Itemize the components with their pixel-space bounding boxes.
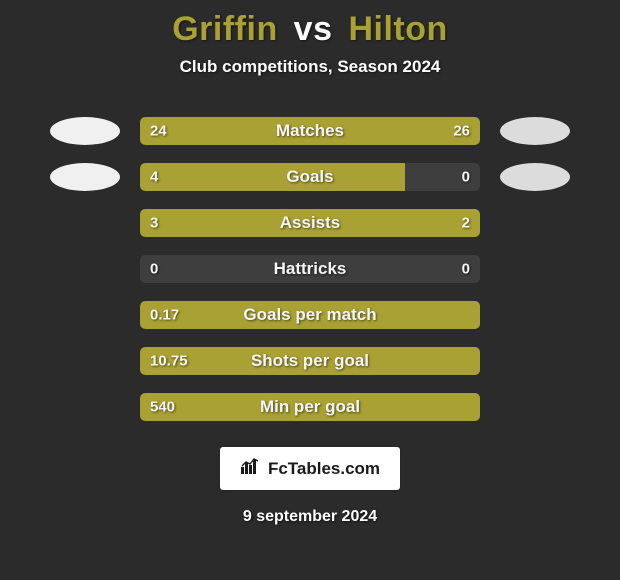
stat-value-right: 2: [462, 215, 470, 232]
stat-label: Min per goal: [260, 397, 360, 417]
stat-row: 24 26 Matches: [0, 117, 620, 145]
stat-value-right: 26: [453, 123, 470, 140]
stat-label: Goals: [286, 167, 333, 187]
stat-label: Matches: [276, 121, 344, 141]
stat-value-left: 3: [150, 215, 158, 232]
stat-label: Hattricks: [274, 259, 347, 279]
bar-fill-right: [344, 209, 480, 237]
footer-brand: FcTables.com: [268, 459, 380, 479]
stat-bar: 540 Min per goal: [140, 393, 480, 421]
footer-badge: FcTables.com: [220, 447, 400, 490]
crest-left: [50, 163, 120, 191]
stat-row: 3 2 Assists: [0, 209, 620, 237]
chart-icon: [240, 457, 260, 480]
stat-value-left: 4: [150, 169, 158, 186]
bar-fill-left: [140, 163, 405, 191]
stat-bar: 3 2 Assists: [140, 209, 480, 237]
title-vs: vs: [294, 10, 333, 48]
footer-date: 9 september 2024: [243, 508, 377, 526]
stat-bar: 10.75 Shots per goal: [140, 347, 480, 375]
stat-bar: 0.17 Goals per match: [140, 301, 480, 329]
stat-bar: 24 26 Matches: [140, 117, 480, 145]
stat-value-left: 24: [150, 123, 167, 140]
stat-rows: 24 26 Matches 4 0 Goals 3 2 Assists 0 0 Hattricks 0.…: [0, 117, 620, 421]
stat-row: 540 Min per goal: [0, 393, 620, 421]
crest-left: [50, 117, 120, 145]
subtitle: Club competitions, Season 2024: [180, 57, 441, 77]
crest-right: [500, 117, 570, 145]
stat-row: 0 0 Hattricks: [0, 255, 620, 283]
stat-bar: 4 0 Goals: [140, 163, 480, 191]
stat-value-left: 10.75: [150, 353, 188, 370]
stat-label: Shots per goal: [251, 351, 369, 371]
stat-value-right: 0: [462, 261, 470, 278]
comparison-card: Griffin vs Hilton Club competitions, Sea…: [0, 0, 620, 580]
stat-row: 4 0 Goals: [0, 163, 620, 191]
title-player1: Griffin: [172, 10, 277, 48]
stat-row: 10.75 Shots per goal: [0, 347, 620, 375]
stat-value-left: 0: [150, 261, 158, 278]
stat-label: Goals per match: [243, 305, 376, 325]
stat-value-left: 0.17: [150, 307, 179, 324]
title-player2: Hilton: [348, 10, 447, 48]
stat-bar: 0 0 Hattricks: [140, 255, 480, 283]
stat-label: Assists: [280, 213, 340, 233]
stat-value-left: 540: [150, 399, 175, 416]
crest-right: [500, 163, 570, 191]
stat-row: 0.17 Goals per match: [0, 301, 620, 329]
stat-value-right: 0: [462, 169, 470, 186]
page-title: Griffin vs Hilton: [172, 10, 448, 49]
